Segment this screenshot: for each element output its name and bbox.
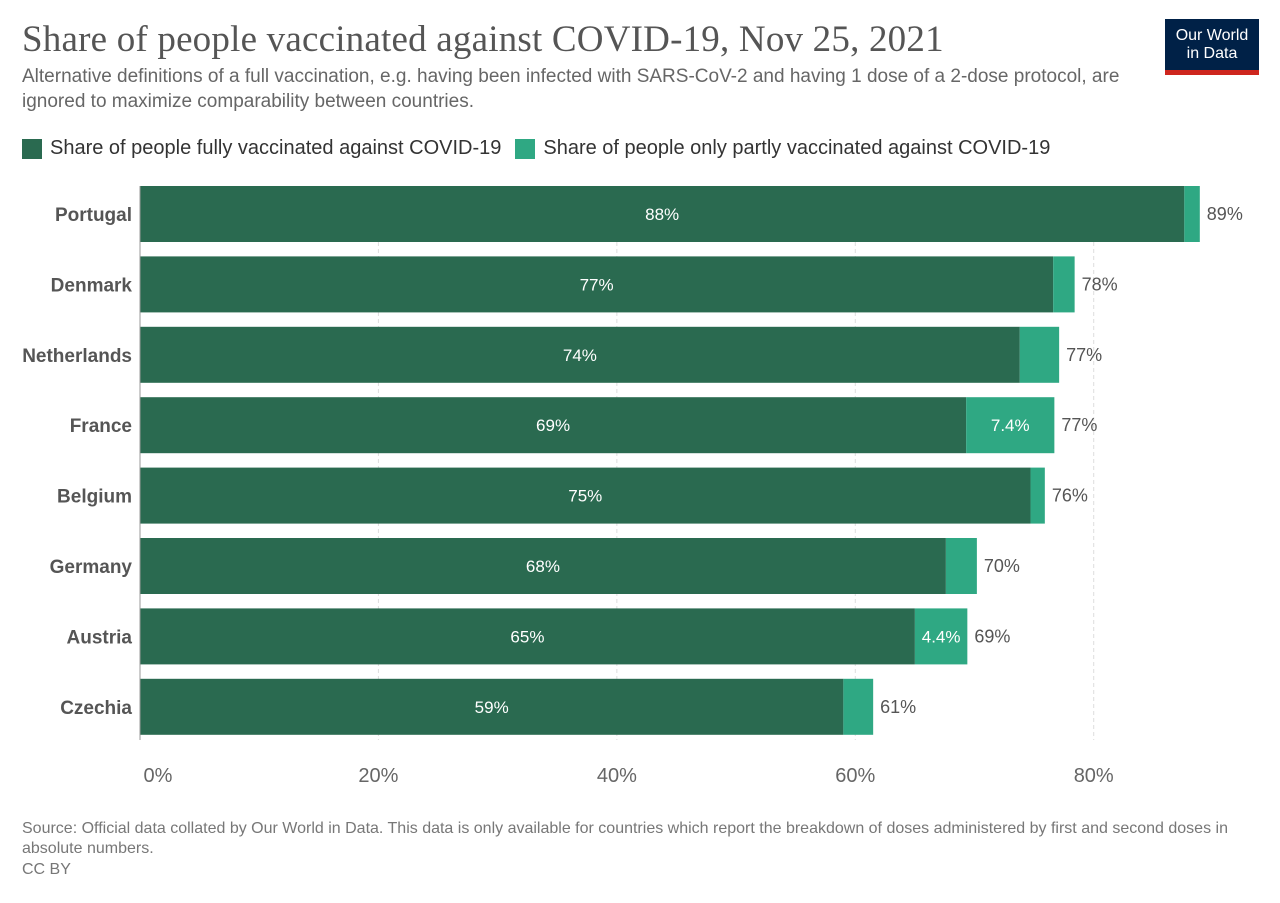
data-label-total: 61%	[880, 697, 916, 717]
bar-fully-vaccinated[interactable]	[140, 538, 946, 594]
bar-fully-vaccinated[interactable]	[140, 608, 915, 665]
x-tick-label: 80%	[1074, 765, 1114, 787]
bar-chart: 0% 20% 40% 60% 80% Portugal 88% 89% Denmark 77% 78…	[22, 186, 1243, 787]
data-label-total: 76%	[1052, 486, 1088, 506]
category-label: Czechia	[60, 698, 132, 719]
data-label-partly: 4.4%	[922, 627, 961, 646]
bar-fully-vaccinated[interactable]	[140, 326, 1020, 383]
data-label-total: 70%	[984, 556, 1020, 576]
category-label: Denmark	[51, 275, 133, 296]
data-label-partly: 7.4%	[991, 416, 1030, 435]
category-label: Austria	[67, 627, 133, 648]
bar-partly-vaccinated[interactable]	[1030, 467, 1045, 524]
data-label-total: 77%	[1066, 345, 1102, 365]
legend: Share of people fully vaccinated against…	[22, 137, 1064, 160]
data-label-fully: 68%	[526, 557, 560, 576]
category-label: Netherlands	[22, 346, 132, 367]
data-label-fully: 77%	[580, 275, 614, 294]
legend-item-partly[interactable]: Share of people only partly vaccinated a…	[515, 137, 1050, 160]
legend-label-fully: Share of people fully vaccinated against…	[50, 137, 502, 159]
logo-line-2: in Data	[1186, 45, 1238, 62]
category-label: Portugal	[55, 205, 132, 226]
chart-title: Share of people vaccinated against COVID…	[22, 19, 944, 60]
data-label-fully: 59%	[475, 698, 509, 717]
data-label-fully: 75%	[568, 487, 602, 506]
data-label-total: 69%	[974, 626, 1010, 646]
legend-swatch-fully	[22, 138, 42, 159]
bar-partly-vaccinated[interactable]	[1053, 256, 1075, 313]
x-tick-label: 0%	[144, 765, 173, 787]
bar-partly-vaccinated[interactable]	[1019, 326, 1060, 383]
x-tick-label: 20%	[358, 765, 398, 787]
data-label-fully: 74%	[563, 346, 597, 365]
category-label: France	[70, 416, 132, 437]
logo-line-1: Our World	[1175, 27, 1249, 44]
legend-label-partly: Share of people only partly vaccinated a…	[543, 137, 1051, 159]
bar-fully-vaccinated[interactable]	[140, 678, 844, 735]
data-label-total: 89%	[1207, 204, 1243, 224]
x-tick-label: 60%	[835, 765, 875, 787]
bar-partly-vaccinated[interactable]	[1184, 186, 1200, 242]
data-label-total: 78%	[1082, 274, 1118, 294]
data-label-fully: 88%	[645, 205, 679, 224]
bar-fully-vaccinated[interactable]	[140, 467, 1031, 524]
source-note: Source: Official data collated by Our Wo…	[22, 820, 1228, 857]
bar-partly-vaccinated[interactable]	[966, 397, 1055, 454]
bar-partly-vaccinated[interactable]	[843, 678, 874, 735]
chart-subtitle: Alternative definitions of a full vaccin…	[22, 66, 1120, 112]
legend-item-fully[interactable]: Share of people fully vaccinated against…	[22, 137, 501, 160]
x-tick-label: 40%	[597, 765, 637, 787]
category-label: Germany	[50, 557, 133, 578]
data-label-fully: 69%	[536, 416, 570, 435]
bar-fully-vaccinated[interactable]	[140, 186, 1185, 242]
bar-partly-vaccinated[interactable]	[945, 538, 977, 594]
category-label: Belgium	[57, 487, 132, 508]
bar-partly-vaccinated[interactable]	[914, 608, 968, 665]
legend-swatch-partly	[515, 138, 536, 159]
license-note[interactable]: CC BY	[22, 861, 71, 878]
owid-logo[interactable]: Our World in Data	[1165, 19, 1259, 75]
bar-fully-vaccinated[interactable]	[140, 397, 967, 454]
bar-fully-vaccinated[interactable]	[140, 256, 1054, 313]
data-label-total: 77%	[1061, 415, 1097, 435]
data-label-fully: 65%	[510, 627, 544, 646]
